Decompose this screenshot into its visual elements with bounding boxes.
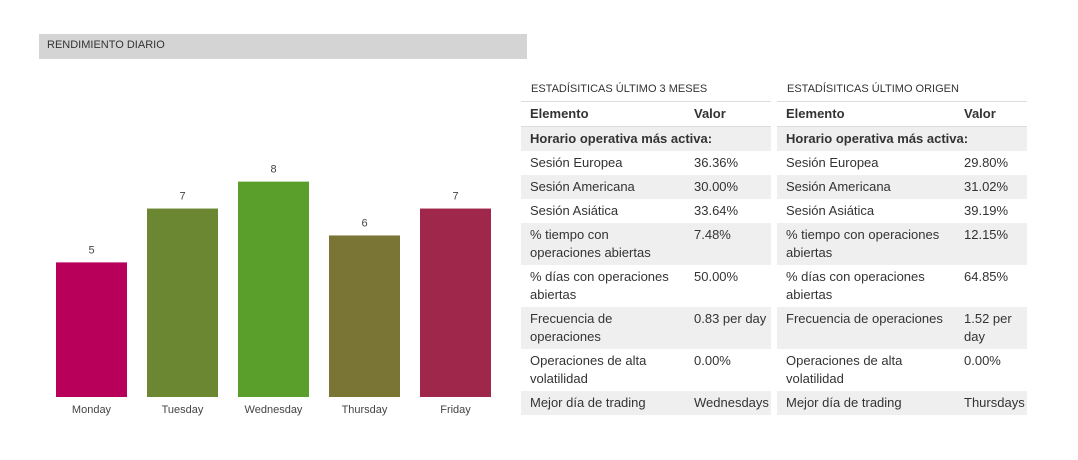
row-label: % días con operaciones abiertas	[786, 269, 925, 302]
table-row: Sesión Asiática 33.64%	[521, 199, 771, 223]
data-label-friday: 7	[452, 191, 458, 203]
row-value: Wednesdays	[685, 391, 771, 415]
bar-wednesday	[238, 181, 309, 397]
stats-3m-table: Elemento Valor Horario operativa más act…	[521, 102, 771, 415]
row-label: Sesión Europea	[786, 155, 879, 170]
row-value: 39.19%	[964, 203, 1009, 218]
table-row: % tiempo con operaciones abiertas 7.48%	[521, 223, 771, 265]
column-header-elemento: Elemento	[777, 102, 955, 127]
row-label: Sesión Americana	[521, 175, 685, 199]
row-label: Frecuencia de operaciones	[521, 307, 685, 349]
row-value: 64.85%	[964, 269, 1009, 284]
data-label-thursday: 6	[361, 217, 367, 229]
tick-label-tuesday: Tuesday	[162, 404, 204, 416]
row-label: % días con operaciones abiertas	[530, 269, 669, 302]
table-row: Mejor día de trading Thursdays	[777, 391, 1027, 415]
section-row: Horario operativa más activa:	[521, 126, 771, 151]
row-label: Operaciones de alta volatilidad	[530, 353, 647, 386]
row-value: 33.64%	[694, 203, 739, 218]
tick-label-friday: Friday	[440, 404, 471, 416]
tick-label-monday: Monday	[72, 404, 112, 416]
bar-monday	[56, 262, 127, 397]
table-row: Operaciones de alta volatilidad 0.00%	[521, 349, 771, 391]
row-label: Sesión Asiática	[530, 203, 619, 218]
row-label: Frecuencia de operaciones	[777, 307, 955, 349]
row-value: 7.48%	[685, 223, 771, 265]
table-row: Frecuencia de operaciones 0.83 per day	[521, 307, 771, 349]
table-row: Operaciones de alta volatilidad 0.00%	[777, 349, 1027, 391]
column-header-valor: Valor	[685, 102, 771, 127]
tick-label-thursday: Thursday	[342, 404, 388, 416]
row-label: Mejor día de trading	[777, 391, 955, 415]
bar-tuesday	[147, 208, 218, 397]
stats-last-3-months: ESTADÍSITICAS ÚLTIMO 3 MESES Elemento Va…	[521, 80, 771, 415]
stats-last-origin: ESTADÍSITICAS ÚLTIMO ORIGEN Elemento Val…	[777, 80, 1027, 415]
row-label: Operaciones de alta volatilidad	[786, 353, 903, 386]
row-label: Sesión Asiática	[786, 203, 875, 218]
table-row: Mejor día de trading Wednesdays	[521, 391, 771, 415]
column-header-elemento: Elemento	[521, 102, 685, 127]
section-label: Horario operativa más activa:	[777, 126, 1027, 151]
bar-friday	[420, 208, 491, 397]
row-label: Sesión Europea	[530, 155, 623, 170]
row-value: 0.00%	[964, 353, 1001, 368]
panel-title: RENDIMIENTO DIARIO	[39, 34, 527, 59]
tick-label-wednesday: Wednesday	[245, 404, 303, 416]
table-row: Sesión Europea 29.80%	[777, 151, 1027, 175]
row-label: % tiempo con operaciones abiertas	[521, 223, 685, 265]
stats-origin-header-row: Elemento Valor	[777, 102, 1027, 127]
column-header-valor: Valor	[955, 102, 1027, 127]
table-row: % tiempo con operaciones abiertas 12.15%	[777, 223, 1027, 265]
stats-origin-table: Elemento Valor Horario operativa más act…	[777, 102, 1027, 415]
row-value: Thursdays	[955, 391, 1027, 415]
section-row: Horario operativa más activa:	[777, 126, 1027, 151]
row-value: 0.00%	[694, 353, 731, 368]
stats-3m-title: ESTADÍSITICAS ÚLTIMO 3 MESES	[521, 80, 771, 102]
table-row: Sesión Europea 36.36%	[521, 151, 771, 175]
row-label: Mejor día de trading	[521, 391, 685, 415]
row-label: Sesión Americana	[777, 175, 955, 199]
data-label-monday: 5	[88, 244, 94, 256]
row-value: 31.02%	[955, 175, 1027, 199]
table-row: % días con operaciones abiertas 64.85%	[777, 265, 1027, 307]
table-row: Sesión Americana 30.00%	[521, 175, 771, 199]
stats-3m-header-row: Elemento Valor	[521, 102, 771, 127]
section-label: Horario operativa más activa:	[521, 126, 771, 151]
stats-origin-title: ESTADÍSITICAS ÚLTIMO ORIGEN	[777, 80, 1027, 102]
row-label: % tiempo con operaciones abiertas	[777, 223, 955, 265]
daily-performance-chart: 5 Monday 7 Tuesday 8 Wednesday 6 Thursday 7 Frida…	[56, 164, 491, 416]
row-value: 36.36%	[694, 155, 739, 170]
table-row: Sesión Asiática 39.19%	[777, 199, 1027, 223]
row-value: 30.00%	[685, 175, 771, 199]
data-label-wednesday: 8	[270, 164, 276, 176]
table-row: % días con operaciones abiertas 50.00%	[521, 265, 771, 307]
row-value: 12.15%	[955, 223, 1027, 265]
table-row: Frecuencia de operaciones 1.52 per day	[777, 307, 1027, 349]
row-value: 1.52 per day	[955, 307, 1027, 349]
data-label-tuesday: 7	[179, 191, 185, 203]
row-value: 29.80%	[964, 155, 1009, 170]
row-value: 50.00%	[694, 269, 739, 284]
row-value: 0.83 per day	[685, 307, 771, 349]
table-row: Sesión Americana 31.02%	[777, 175, 1027, 199]
bar-thursday	[329, 235, 400, 397]
